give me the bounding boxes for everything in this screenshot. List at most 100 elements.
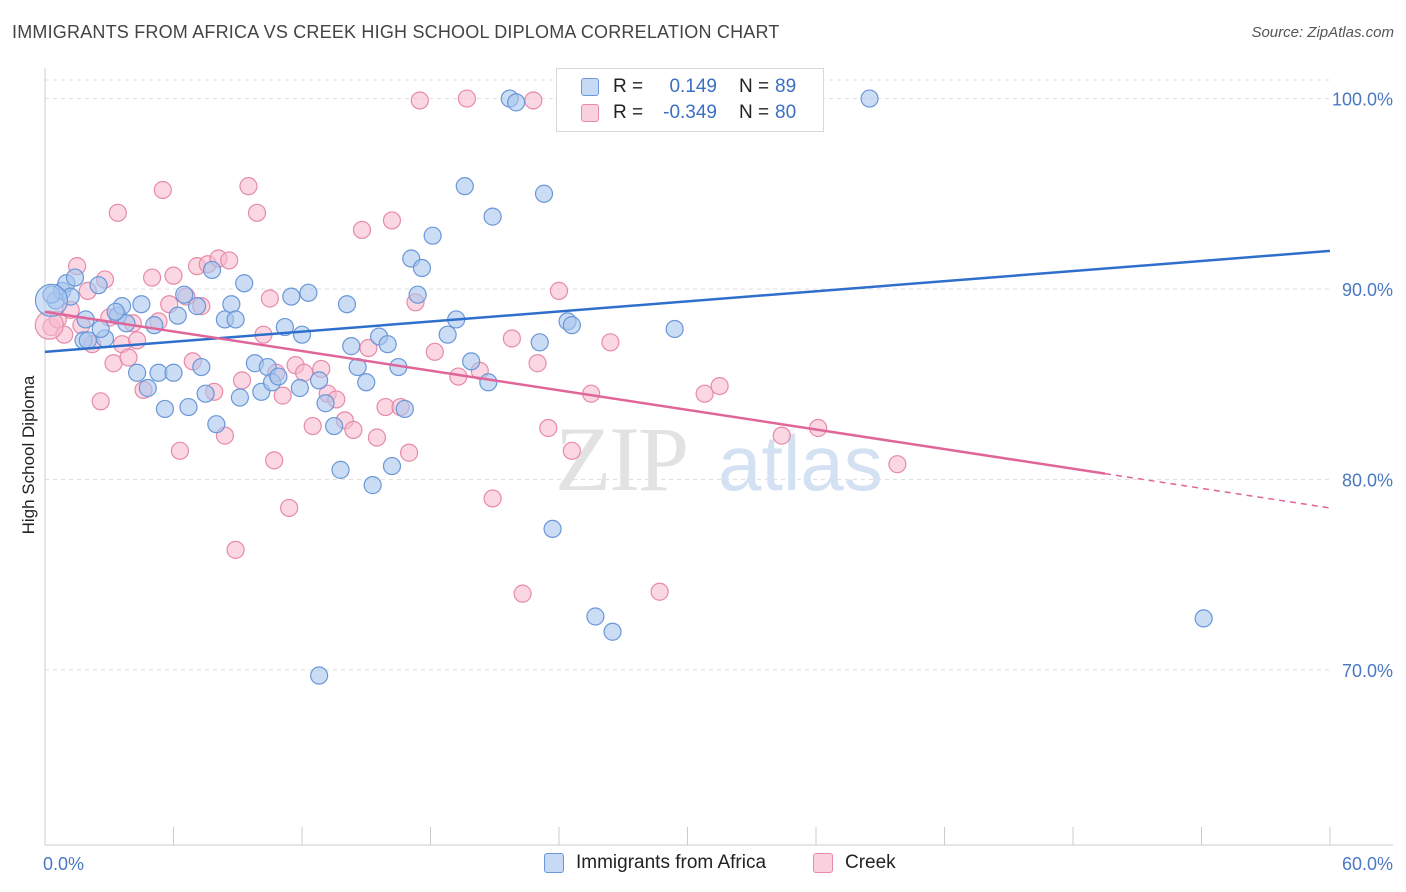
y-tick-label: 100.0% [1332,90,1393,110]
africa-point [269,367,288,386]
creek-point [142,268,162,287]
creek-point [170,441,190,460]
africa-point [290,378,309,398]
creek-point [164,266,183,285]
creek-point [695,384,714,403]
creek-point [483,489,502,508]
africa-point [395,399,414,419]
creek-point [220,251,239,270]
series-pink-points [34,89,907,603]
legend-swatch-pink [581,104,599,122]
creek-point [108,203,127,222]
y-tick-label: 80.0% [1342,470,1393,490]
watermark-zip: ZIP [555,408,687,510]
chart-title: IMMIGRANTS FROM AFRICA VS CREEK HIGH SCH… [12,22,780,42]
africa-point [665,319,684,339]
creek-point [265,451,284,470]
legend-row-africa: R = 0.149 N = 89 [581,75,796,99]
africa-point [192,357,211,377]
creek-point [562,441,581,460]
africa-point [378,335,397,354]
series-legend-africa-label: Immigrants from Africa [576,852,767,873]
y-tick-label: 70.0% [1342,661,1393,681]
creek-point [513,584,532,603]
africa-point [310,371,329,390]
creek-point [344,420,363,439]
series-legend-africa[interactable]: Immigrants from Africa [544,852,766,874]
creek-point [539,418,558,438]
africa-point [196,384,215,403]
creek-point [91,392,110,411]
africa-point [275,317,294,337]
africa-point [164,363,183,382]
africa-point [207,415,226,434]
africa-point [543,519,562,539]
africa-point [145,316,164,335]
creek-point [399,443,419,462]
correlation-legend: R = 0.149 N = 89 R = -0.349 N = 80 [556,68,824,132]
africa-point [106,302,125,321]
africa-point [860,89,879,108]
creek-point [280,498,299,518]
legend-r-value: -0.349 [663,102,717,123]
series-legend-creek[interactable]: Creek [813,852,896,874]
x-tick-label: 60.0% [1342,854,1393,874]
africa-trend-line [44,249,1331,354]
creek-point [425,342,444,361]
africa-point [235,274,254,293]
africa-point [127,363,147,382]
legend-r-label: R = [613,76,644,97]
y-tick-label: 90.0% [1342,280,1393,300]
series-legend: Immigrants from Africa Creek [0,852,1406,878]
africa-point [586,607,605,626]
africa-point [155,399,175,419]
africa-point [138,378,157,398]
series-swatch-blue [544,853,564,873]
africa-point [562,316,581,335]
africa-point [479,373,498,392]
creek-point [232,371,252,390]
legend-swatch-blue [581,78,599,96]
creek-point [247,203,267,222]
trend-lines [44,249,1331,509]
creek-point [549,281,569,300]
africa-point [325,416,344,436]
africa-point [382,456,402,476]
africa-point [202,260,222,280]
x-tick-label: 0.0% [43,854,84,874]
creek-point [710,376,729,396]
africa-point [363,476,382,495]
africa-point [282,287,301,306]
series-legend-creek-label: Creek [845,852,896,873]
y-axis-label: High School Diploma [19,375,38,534]
creek-point [295,363,314,382]
legend-r-label: R = [613,102,644,123]
legend-row-creek: R = -0.349 N = 80 [581,101,796,125]
africa-point [299,283,318,302]
legend-r-value: 0.149 [669,76,717,97]
creek-point [303,416,322,436]
creek-point [772,426,791,445]
africa-point [91,319,110,339]
africa-point [455,177,474,196]
x-tick-labels: 0.0% 60.0% [43,854,1393,874]
africa-point [226,310,245,329]
africa-point [534,184,554,203]
watermark-atlas: atlas [718,419,883,507]
africa-point [412,258,432,278]
creek-point [239,177,258,196]
legend-n-value: 89 [775,76,797,97]
creek-point [273,386,292,405]
africa-point [423,226,442,245]
creek-point [528,354,547,373]
africa-point [337,295,357,314]
africa-point [65,268,85,287]
africa-point [357,373,376,392]
creek-trend-line-extension [1105,472,1331,509]
legend-n-value: 80 [775,102,797,123]
y-tick-labels: 100.0% 90.0% 80.0% 70.0% [1332,90,1393,681]
creek-point [382,211,402,230]
africa-point [483,207,502,226]
creek-point [127,331,147,350]
